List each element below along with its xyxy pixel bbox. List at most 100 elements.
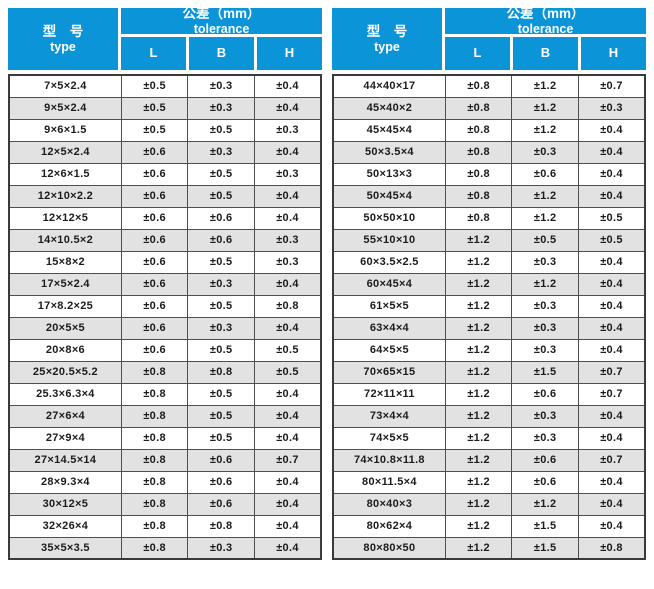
tolerance-cell: ±1.2	[444, 426, 513, 450]
type-cell: 60×45×4	[332, 272, 446, 296]
type-cell: 14×10.5×2	[8, 228, 122, 252]
tolerance-cell: ±0.6	[120, 228, 189, 252]
tolerance-header-en: tolerance	[193, 21, 250, 36]
tolerance-cell: ±0.8	[120, 360, 189, 384]
type-cell: 50×45×4	[332, 184, 446, 208]
tolerance-cell: ±0.4	[253, 96, 322, 120]
col-header-h: H	[581, 37, 646, 70]
type-header: 型 号 type	[332, 8, 442, 70]
tolerance-cell: ±0.5	[187, 250, 255, 274]
type-header-en: type	[50, 39, 76, 54]
tolerance-cell: ±0.4	[577, 118, 646, 142]
tolerance-cell: ±0.4	[577, 140, 646, 164]
type-cell: 50×3.5×4	[332, 140, 446, 164]
tolerance-cell: ±0.7	[253, 448, 322, 472]
tolerance-cell: ±1.2	[444, 492, 513, 516]
tolerance-header-en: tolerance	[517, 21, 574, 36]
type-cell: 80×40×3	[332, 492, 446, 516]
tolerance-cell: ±1.5	[511, 536, 579, 560]
type-cell: 17×5×2.4	[8, 272, 122, 296]
type-cell: 9×5×2.4	[8, 96, 122, 120]
tolerance-cell: ±1.2	[511, 492, 579, 516]
tolerance-cell: ±0.6	[120, 162, 189, 186]
data-table-right: 44×40×17 ±0.8 ±1.2 ±0.7 45×40×2 ±0.8 ±1.2 ±0.3 4…	[332, 74, 646, 560]
type-cell: 74×10.8×11.8	[332, 448, 446, 472]
type-cell: 20×8×6	[8, 338, 122, 362]
tolerance-cell: ±1.2	[511, 184, 579, 208]
table-row: 12×5×2.4 ±0.6 ±0.3 ±0.4	[8, 140, 322, 164]
tolerance-cell: ±0.3	[253, 162, 322, 186]
tolerance-cell: ±0.4	[577, 426, 646, 450]
tolerance-cell: ±0.6	[120, 250, 189, 274]
table-row: 12×10×2.2 ±0.6 ±0.5 ±0.4	[8, 184, 322, 208]
type-cell: 32×26×4	[8, 514, 122, 538]
type-header-en: type	[374, 39, 400, 54]
type-header-zh: 型 号	[42, 24, 84, 40]
table-row: 20×8×6 ±0.6 ±0.5 ±0.5	[8, 338, 322, 362]
table-row: 27×14.5×14 ±0.8 ±0.6 ±0.7	[8, 448, 322, 472]
tolerance-cell: ±0.8	[120, 514, 189, 538]
tolerance-cell: ±0.4	[253, 470, 322, 494]
tolerance-cell: ±1.2	[511, 96, 579, 120]
col-header-l: L	[121, 37, 186, 70]
tolerance-cell: ±0.5	[187, 294, 255, 318]
tolerance-cell: ±0.4	[253, 536, 322, 560]
table-row: 25×20.5×5.2 ±0.8 ±0.8 ±0.5	[8, 360, 322, 384]
tolerance-cell: ±0.5	[187, 118, 255, 142]
tolerance-cell: ±0.8	[577, 536, 646, 560]
tolerance-cell: ±1.2	[511, 272, 579, 296]
tolerance-cell: ±0.4	[577, 404, 646, 428]
table-row: 61×5×5 ±1.2 ±0.3 ±0.4	[332, 294, 646, 318]
tolerance-cell: ±1.2	[444, 448, 513, 472]
table-row: 64×5×5 ±1.2 ±0.3 ±0.4	[332, 338, 646, 362]
tolerance-cell: ±1.2	[444, 404, 513, 428]
tolerance-cell: ±1.2	[444, 382, 513, 406]
tolerance-cell: ±1.2	[444, 228, 513, 252]
tolerance-cell: ±0.8	[120, 448, 189, 472]
type-cell: 70×65×15	[332, 360, 446, 384]
tolerance-cell: ±0.4	[577, 492, 646, 516]
tolerance-cell: ±0.5	[120, 118, 189, 142]
table-row: 60×3.5×2.5 ±1.2 ±0.3 ±0.4	[332, 250, 646, 274]
tolerance-cell: ±0.4	[577, 250, 646, 274]
type-cell: 12×12×5	[8, 206, 122, 230]
table-row: 25.3×6.3×4 ±0.8 ±0.5 ±0.4	[8, 382, 322, 406]
tolerance-cell: ±0.3	[511, 338, 579, 362]
tolerance-cell: ±0.5	[577, 228, 646, 252]
tolerance-cell: ±0.6	[187, 448, 255, 472]
table-row: 50×45×4 ±0.8 ±1.2 ±0.4	[332, 184, 646, 208]
type-cell: 27×14.5×14	[8, 448, 122, 472]
tolerance-cell: ±0.6	[187, 470, 255, 494]
tolerance-cell: ±0.4	[577, 294, 646, 318]
tolerance-cell: ±0.8	[253, 294, 322, 318]
tolerance-cell: ±1.2	[444, 294, 513, 318]
type-cell: 30×12×5	[8, 492, 122, 516]
tolerance-cell: ±0.4	[577, 162, 646, 186]
spec-table-right: 型 号 type 公差（mm） tolerance L B H 44×40×17…	[332, 6, 646, 581]
type-cell: 28×9.3×4	[8, 470, 122, 494]
tolerance-cell: ±1.2	[444, 470, 513, 494]
table-row: 9×6×1.5 ±0.5 ±0.5 ±0.3	[8, 118, 322, 142]
tolerance-cell: ±0.6	[120, 316, 189, 340]
tolerance-cell: ±0.5	[187, 184, 255, 208]
tolerance-cell: ±0.8	[120, 382, 189, 406]
type-cell: 44×40×17	[332, 74, 446, 98]
type-cell: 64×5×5	[332, 338, 446, 362]
type-cell: 25×20.5×5.2	[8, 360, 122, 384]
type-cell: 74×5×5	[332, 426, 446, 450]
tolerance-cell: ±0.4	[253, 514, 322, 538]
tolerance-cell: ±0.4	[577, 184, 646, 208]
type-cell: 73×4×4	[332, 404, 446, 428]
type-cell: 50×13×3	[332, 162, 446, 186]
type-cell: 55×10×10	[332, 228, 446, 252]
tolerance-cell: ±0.6	[120, 272, 189, 296]
tolerance-cell: ±0.8	[444, 162, 513, 186]
tolerance-cell: ±0.3	[253, 228, 322, 252]
type-cell: 7×5×2.4	[8, 74, 122, 98]
tolerance-cell: ±0.8	[444, 206, 513, 230]
tolerance-cell: ±0.5	[253, 338, 322, 362]
tolerance-cell: ±0.7	[577, 360, 646, 384]
tolerance-cell: ±0.8	[120, 536, 189, 560]
col-header-b: B	[513, 37, 578, 70]
